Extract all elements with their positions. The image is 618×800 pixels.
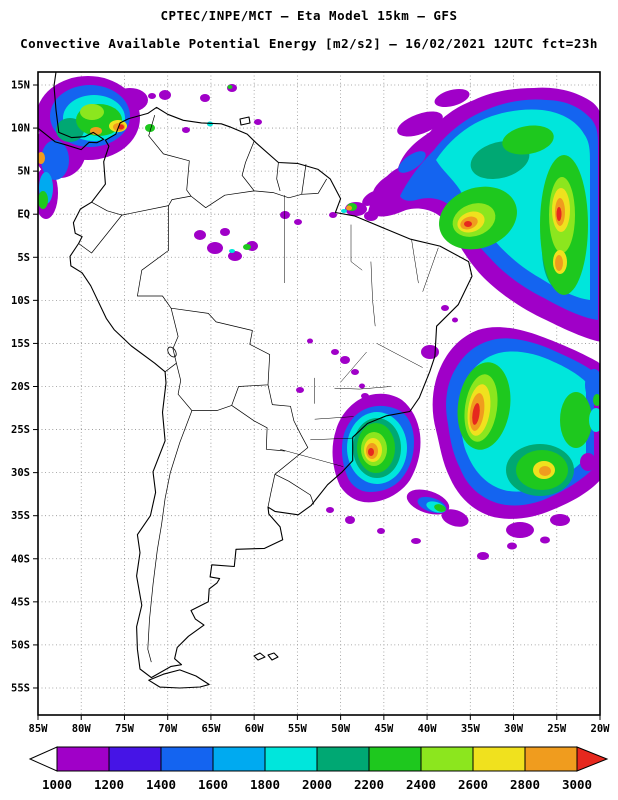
lat-label: 25S — [11, 424, 30, 436]
colorbar-right-arrow — [576, 746, 609, 772]
colorbar-value-label: 2600 — [458, 777, 488, 792]
tierra-del-fuego-coastline — [148, 669, 210, 689]
lon-label: 80W — [72, 723, 92, 735]
colorbar-value-label: 3000 — [562, 777, 592, 792]
cape-specks-south-atlantic — [477, 369, 600, 560]
colorbar-segment — [524, 746, 578, 772]
brazil-state-borders — [280, 195, 439, 467]
trinidad-island — [239, 116, 251, 126]
colorbar-value-label: 2000 — [302, 777, 332, 792]
lat-label: 50S — [11, 639, 30, 651]
colorbar-value-label: 2800 — [510, 777, 540, 792]
lon-label: 70W — [158, 723, 178, 735]
colorbar-value-label: 1400 — [146, 777, 176, 792]
colorbar-value-label: 2400 — [406, 777, 436, 792]
lon-label: 30W — [504, 723, 524, 735]
cape-blob-east-brazil — [421, 327, 600, 538]
colorbar-segment — [56, 746, 110, 772]
map-canvas: 85W 80W 75W 70W 65W 60W 55W 50W 45W 40W 35W 30W 25W 2… — [11, 71, 610, 736]
colorbar-value-label: 1600 — [198, 777, 228, 792]
lat-label: 30S — [11, 467, 30, 479]
axis-labels: 85W 80W 75W 70W 65W 60W 55W 50W 45W 40W 35W 30W 25W 2… — [11, 80, 610, 736]
colorbar-left-arrow — [28, 746, 58, 772]
lon-label: 65W — [201, 723, 221, 735]
colorbar-segment — [264, 746, 318, 772]
country-borders — [78, 115, 328, 663]
lon-label: 40W — [418, 723, 438, 735]
central-america-coastline — [38, 72, 105, 151]
lat-label: 5N — [17, 166, 30, 178]
colorbar-segment — [472, 746, 526, 772]
lat-label: 55S — [11, 682, 30, 694]
lat-label: 40S — [11, 553, 30, 565]
colorbar-value-label: 1800 — [250, 777, 280, 792]
lat-label: 35S — [11, 510, 30, 522]
colorbar-segment — [368, 746, 422, 772]
colorbar-value-label: 2200 — [354, 777, 384, 792]
lon-label: 85W — [29, 723, 49, 735]
lat-label: 10N — [11, 123, 30, 135]
colorbar-segment — [160, 746, 214, 772]
lat-label: 10S — [11, 295, 30, 307]
colorbar: 1000 1200 1400 1600 1800 2000 2200 2400 2600 2800… — [28, 746, 609, 792]
lon-label: 45W — [374, 723, 394, 735]
cape-field-blobs — [38, 76, 600, 560]
colorbar-segment — [212, 746, 266, 772]
cape-specks-west-amazon — [194, 211, 302, 261]
colorbar-value-label: 1200 — [94, 777, 124, 792]
lat-label: 15N — [11, 80, 30, 92]
colorbar-segment — [420, 746, 474, 772]
title-line-1: CPTEC/INPE/MCT — Eta Model 15km — GFS — [160, 8, 458, 23]
lat-label: EQ — [17, 209, 30, 221]
lon-label: 20W — [591, 723, 611, 735]
falkland-islands — [253, 652, 279, 661]
lat-label: 15S — [11, 338, 30, 350]
cape-blob-southeast-brazil — [326, 393, 469, 544]
cape-blob-northwest — [38, 76, 148, 219]
lon-label: 35W — [461, 723, 481, 735]
cape-blob-itcz-atlantic — [362, 87, 600, 342]
lon-label: 55W — [288, 723, 308, 735]
lat-label: 5S — [17, 252, 30, 264]
lat-label: 45S — [11, 596, 30, 608]
title-line-2: Convective Available Potential Energy [m… — [20, 36, 598, 51]
lat-label: 20S — [11, 381, 30, 393]
cape-specks-central-brazil — [296, 305, 458, 399]
lon-label: 60W — [245, 723, 265, 735]
lon-label: 75W — [115, 723, 135, 735]
colorbar-segment — [108, 746, 162, 772]
south-america-coastline — [69, 106, 473, 679]
colorbar-segment — [316, 746, 370, 772]
coastlines-borders — [38, 72, 473, 689]
colorbar-value-label: 1000 — [42, 777, 72, 792]
lon-label: 25W — [547, 723, 567, 735]
map-frame — [37, 71, 601, 716]
lon-label: 50W — [331, 723, 351, 735]
cape-specks-north — [145, 84, 262, 133]
